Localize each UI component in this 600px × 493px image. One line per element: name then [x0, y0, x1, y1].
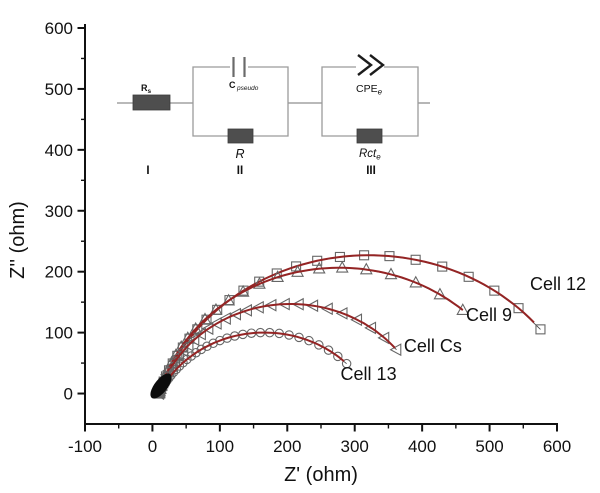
y-tick-label: 200 — [45, 263, 73, 282]
parallel-box-2 — [192, 66, 289, 137]
marker-triangle-left — [219, 312, 231, 326]
cpe-chevrons-icon — [357, 54, 385, 76]
marker-circle — [341, 358, 352, 369]
marker-triangle-left — [201, 322, 214, 336]
y-tick-label: 100 — [45, 324, 73, 343]
label-rct: Rcte — [359, 148, 381, 162]
marker-triangle-left — [335, 306, 348, 320]
resistor-rs-icon — [132, 94, 171, 111]
marker-circle — [191, 347, 201, 358]
marker-circle — [304, 335, 314, 346]
marker-circle — [174, 361, 185, 371]
resistor-r-icon — [227, 128, 254, 144]
marker-triangle-up — [198, 312, 212, 325]
marker-circle — [168, 367, 179, 378]
resistor-rct-icon — [356, 128, 383, 144]
marker-square — [437, 261, 448, 272]
marker-triangle-up — [209, 302, 223, 315]
label-section-2: II — [237, 165, 243, 177]
series-cell-9 — [152, 260, 470, 399]
fit-line — [158, 303, 396, 394]
y-tick-label: 300 — [45, 202, 73, 221]
marker-circle — [314, 340, 324, 350]
x-tick-label: 400 — [408, 437, 436, 456]
marker-triangle-left — [194, 327, 206, 341]
y-tick-label: 400 — [45, 141, 73, 160]
fit-line — [158, 331, 345, 394]
fit-line — [157, 254, 535, 394]
marker-triangle-left — [320, 302, 333, 316]
marker-circle — [186, 351, 196, 361]
marker-square — [535, 324, 546, 335]
marker-triangle-left — [229, 307, 241, 321]
x-tick-label: 0 — [148, 437, 157, 456]
y-axis-title: Z'' (ohm) — [7, 201, 29, 279]
marker-square — [489, 285, 500, 296]
marker-triangle-left — [240, 303, 252, 317]
x-tick-label: 300 — [341, 437, 369, 456]
marker-circle — [202, 341, 212, 352]
x-tick-label: 600 — [543, 437, 571, 456]
series-label: Cell 13 — [341, 364, 397, 384]
marker-triangle-up — [456, 303, 470, 315]
marker-triangle-left — [187, 333, 200, 347]
y-tick-label: 500 — [45, 80, 73, 99]
marker-circle — [215, 335, 225, 346]
marker-circle — [171, 364, 182, 374]
marker-triangle-left — [350, 313, 363, 327]
x-axis-title: Z' (ohm) — [284, 464, 358, 486]
marker-triangle-left — [389, 343, 402, 357]
y-tick-label: 600 — [45, 19, 73, 38]
marker-triangle-left — [364, 321, 377, 335]
marker-square — [291, 261, 302, 272]
label-section-3: III — [366, 165, 376, 177]
marker-circle — [333, 351, 343, 362]
marker-circle — [294, 332, 304, 343]
x-tick-label: 200 — [273, 437, 301, 456]
label-rs: Rs — [141, 83, 152, 95]
marker-triangle-left — [377, 331, 390, 345]
marker-triangle-left — [209, 317, 222, 330]
fit-line — [158, 266, 464, 394]
series-label: Cell 12 — [530, 274, 586, 294]
marker-triangle-up — [189, 321, 203, 334]
marker-square — [463, 271, 474, 282]
marker-circle — [196, 344, 207, 355]
parallel-box-3 — [321, 66, 419, 137]
series-label: Cell 9 — [466, 305, 512, 325]
label-r: R — [235, 147, 244, 161]
label-section-1: I — [146, 165, 149, 177]
marker-circle — [208, 338, 218, 349]
x-tick-label: 100 — [206, 437, 234, 456]
marker-circle — [323, 345, 334, 355]
y-tick-label: 0 — [64, 385, 73, 404]
x-tick-label: 500 — [475, 437, 503, 456]
marker-triangle-left — [176, 344, 189, 358]
label-cpe: CPEe — [356, 83, 383, 97]
marker-square — [513, 303, 524, 314]
x-tick-label: -100 — [68, 437, 102, 456]
marker-triangle-left — [181, 338, 194, 352]
series-label: Cell Cs — [404, 336, 462, 356]
axes — [77, 24, 558, 432]
origin-data-cluster — [150, 373, 172, 399]
